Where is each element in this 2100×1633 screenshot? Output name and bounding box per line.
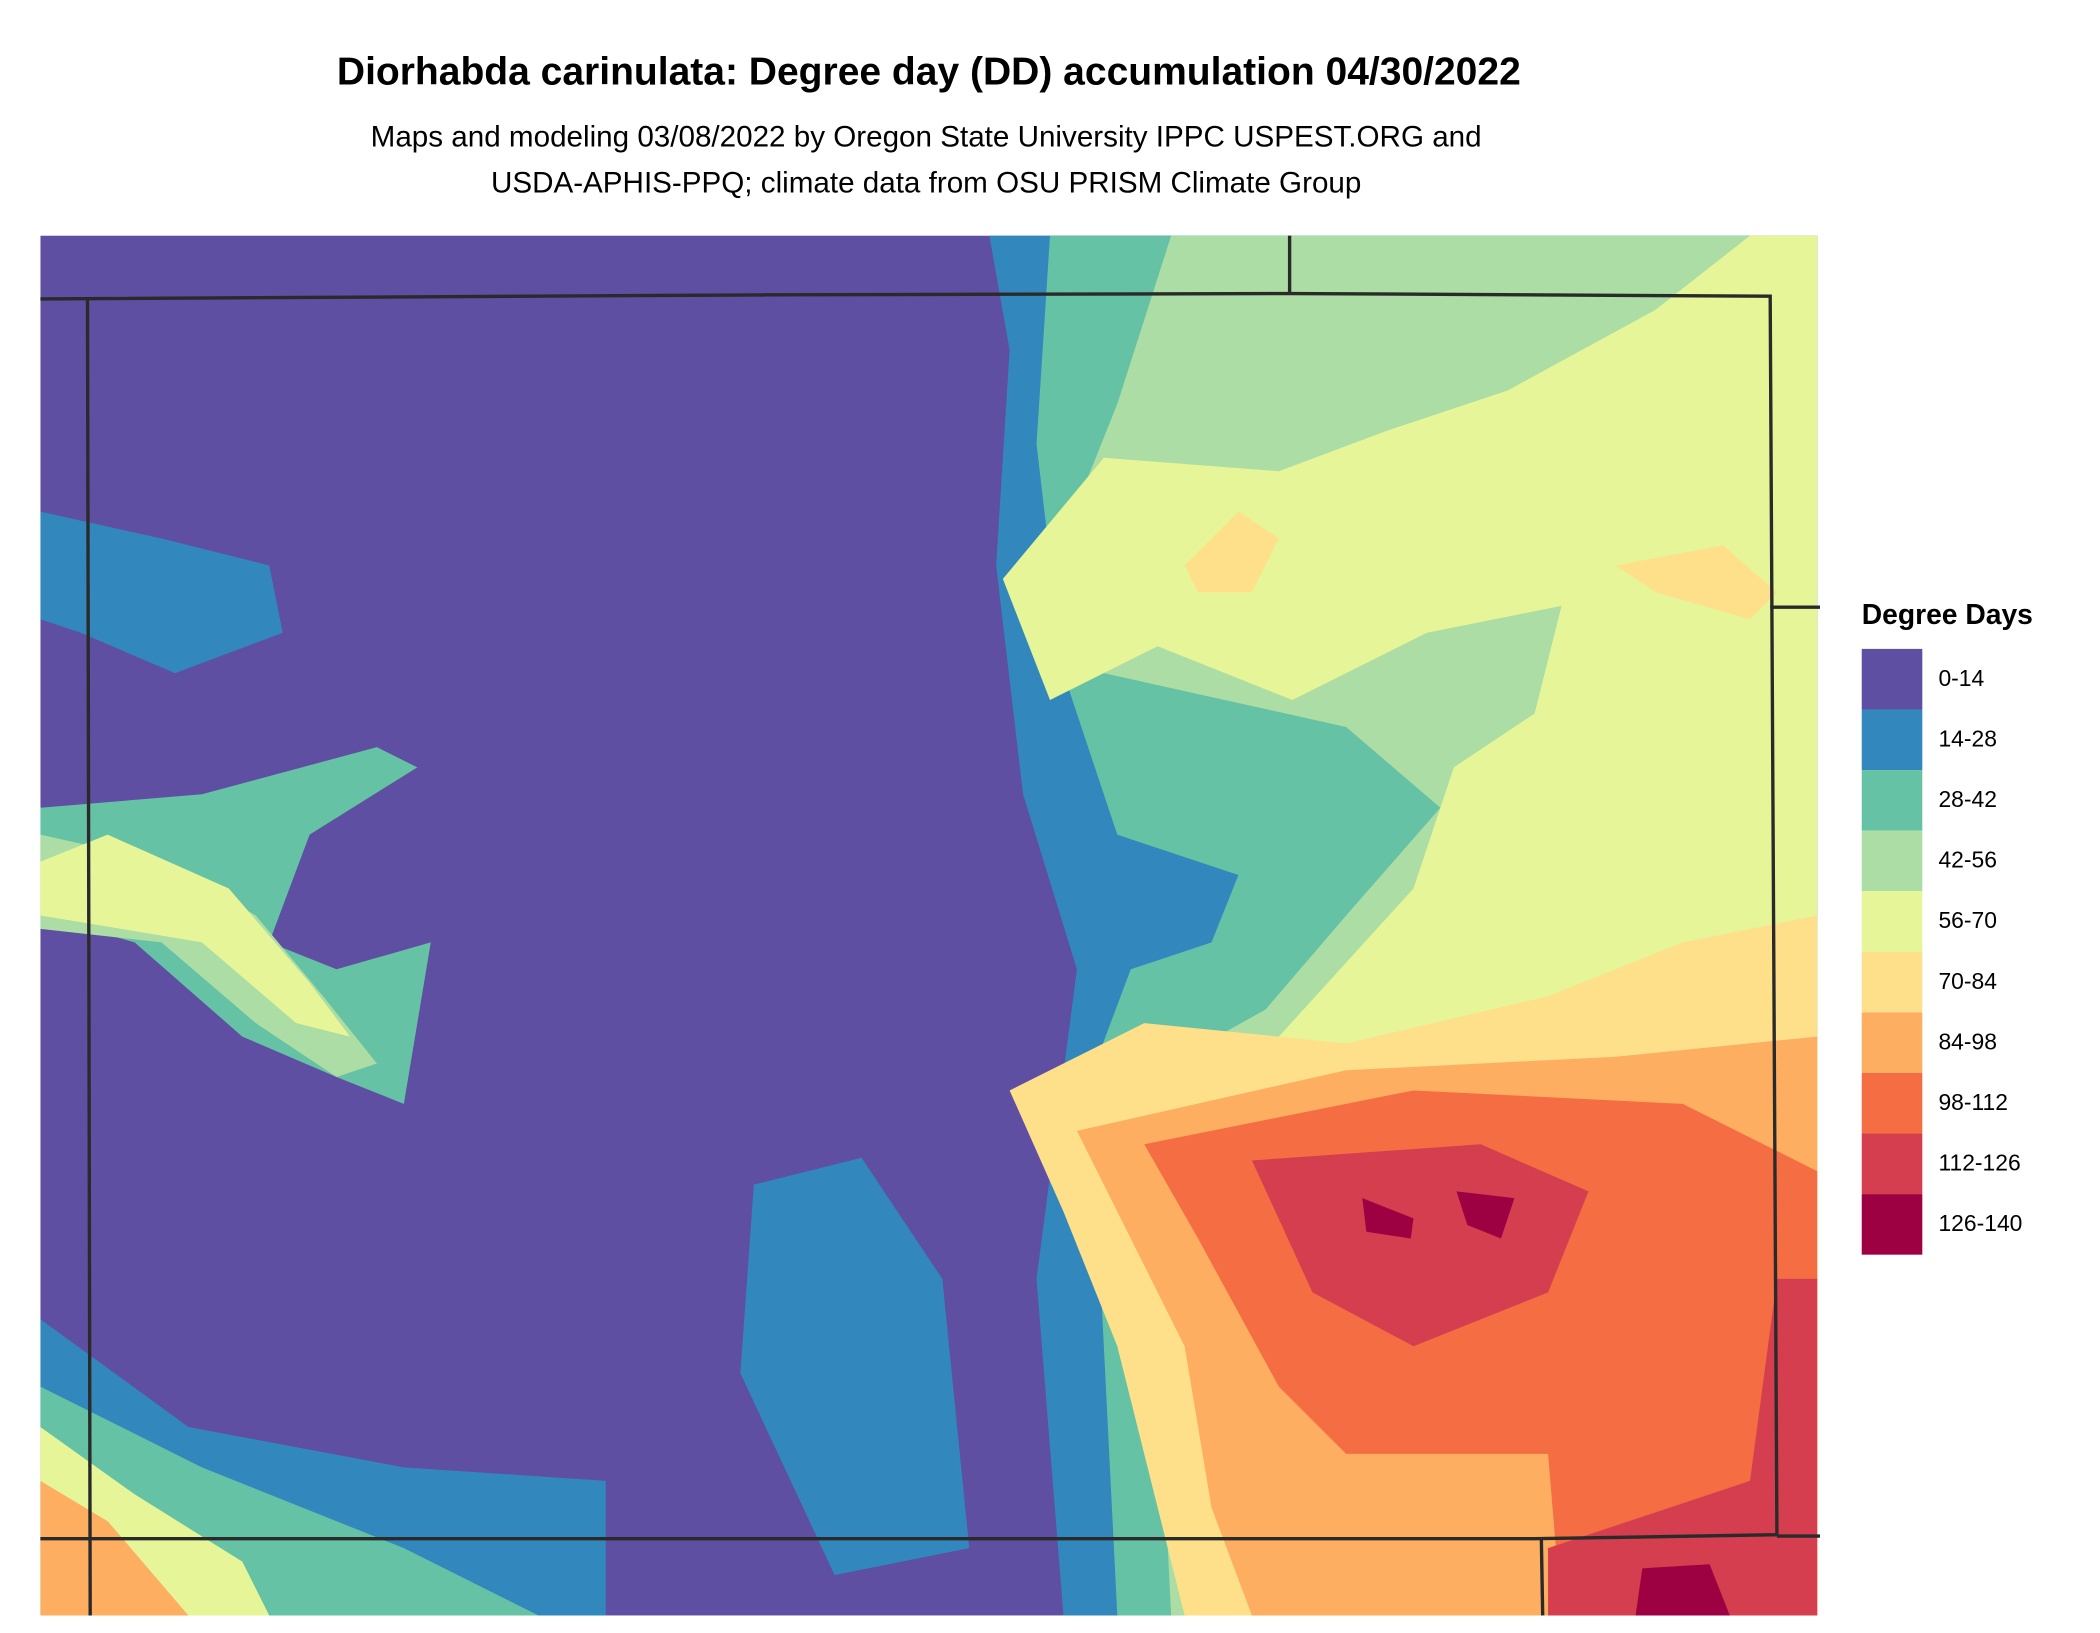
border (85, 298, 92, 1616)
legend-swatch (1861, 830, 1923, 892)
zone (1251, 1144, 1589, 1347)
legend-swatch (1861, 770, 1923, 831)
legend-swatch (1861, 1133, 1923, 1195)
legend-swatch (1861, 709, 1923, 771)
legend-swatch (1861, 951, 1923, 1013)
zone (1362, 1198, 1414, 1239)
legend-label: 98-112 (1938, 1089, 2008, 1115)
zone (1615, 545, 1777, 620)
zone (40, 834, 351, 1037)
map-subtitle: USDA-APHIS-PPQ; climate data from OSU PR… (491, 166, 1361, 199)
legend-label: 84-98 (1938, 1028, 1997, 1054)
legend-label: 112-126 (1938, 1150, 2020, 1176)
legend-label: 126-140 (1938, 1210, 2022, 1236)
zone (1456, 1191, 1515, 1239)
legend-swatch (1861, 648, 1923, 710)
raster (40, 235, 1818, 1616)
border (40, 291, 1779, 1541)
map-title: Diorhabda carinulata: Degree day (DD) ac… (337, 50, 1521, 93)
zone (1548, 1278, 1818, 1616)
legend-label: 0-14 (1938, 665, 1984, 691)
legend-label: 42-56 (1938, 847, 1997, 873)
legend-swatch (1861, 891, 1923, 952)
zone (1635, 1564, 1730, 1616)
legend-label: 14-28 (1938, 725, 1997, 751)
zone (40, 511, 283, 674)
border (1539, 1538, 1545, 1616)
map-subtitle: Maps and modeling 03/08/2022 by Oregon S… (371, 121, 1482, 154)
legend-label: 70-84 (1938, 968, 1997, 994)
legend: 0-14 14-28 28-42 42-56 56-70 70-84 84-98 98-112… (1861, 648, 2022, 1255)
legend-swatch (1861, 1194, 1923, 1255)
legend-swatch (1861, 1012, 1923, 1073)
zone (40, 1480, 189, 1616)
legend-label: 28-42 (1938, 786, 1997, 812)
zone (1184, 511, 1279, 593)
legend-swatch (1861, 1072, 1923, 1134)
legend-label: 56-70 (1938, 907, 1997, 933)
zone (740, 1157, 970, 1576)
legend-title: Degree Days (1862, 598, 2033, 630)
state-borders (40, 235, 1821, 1616)
